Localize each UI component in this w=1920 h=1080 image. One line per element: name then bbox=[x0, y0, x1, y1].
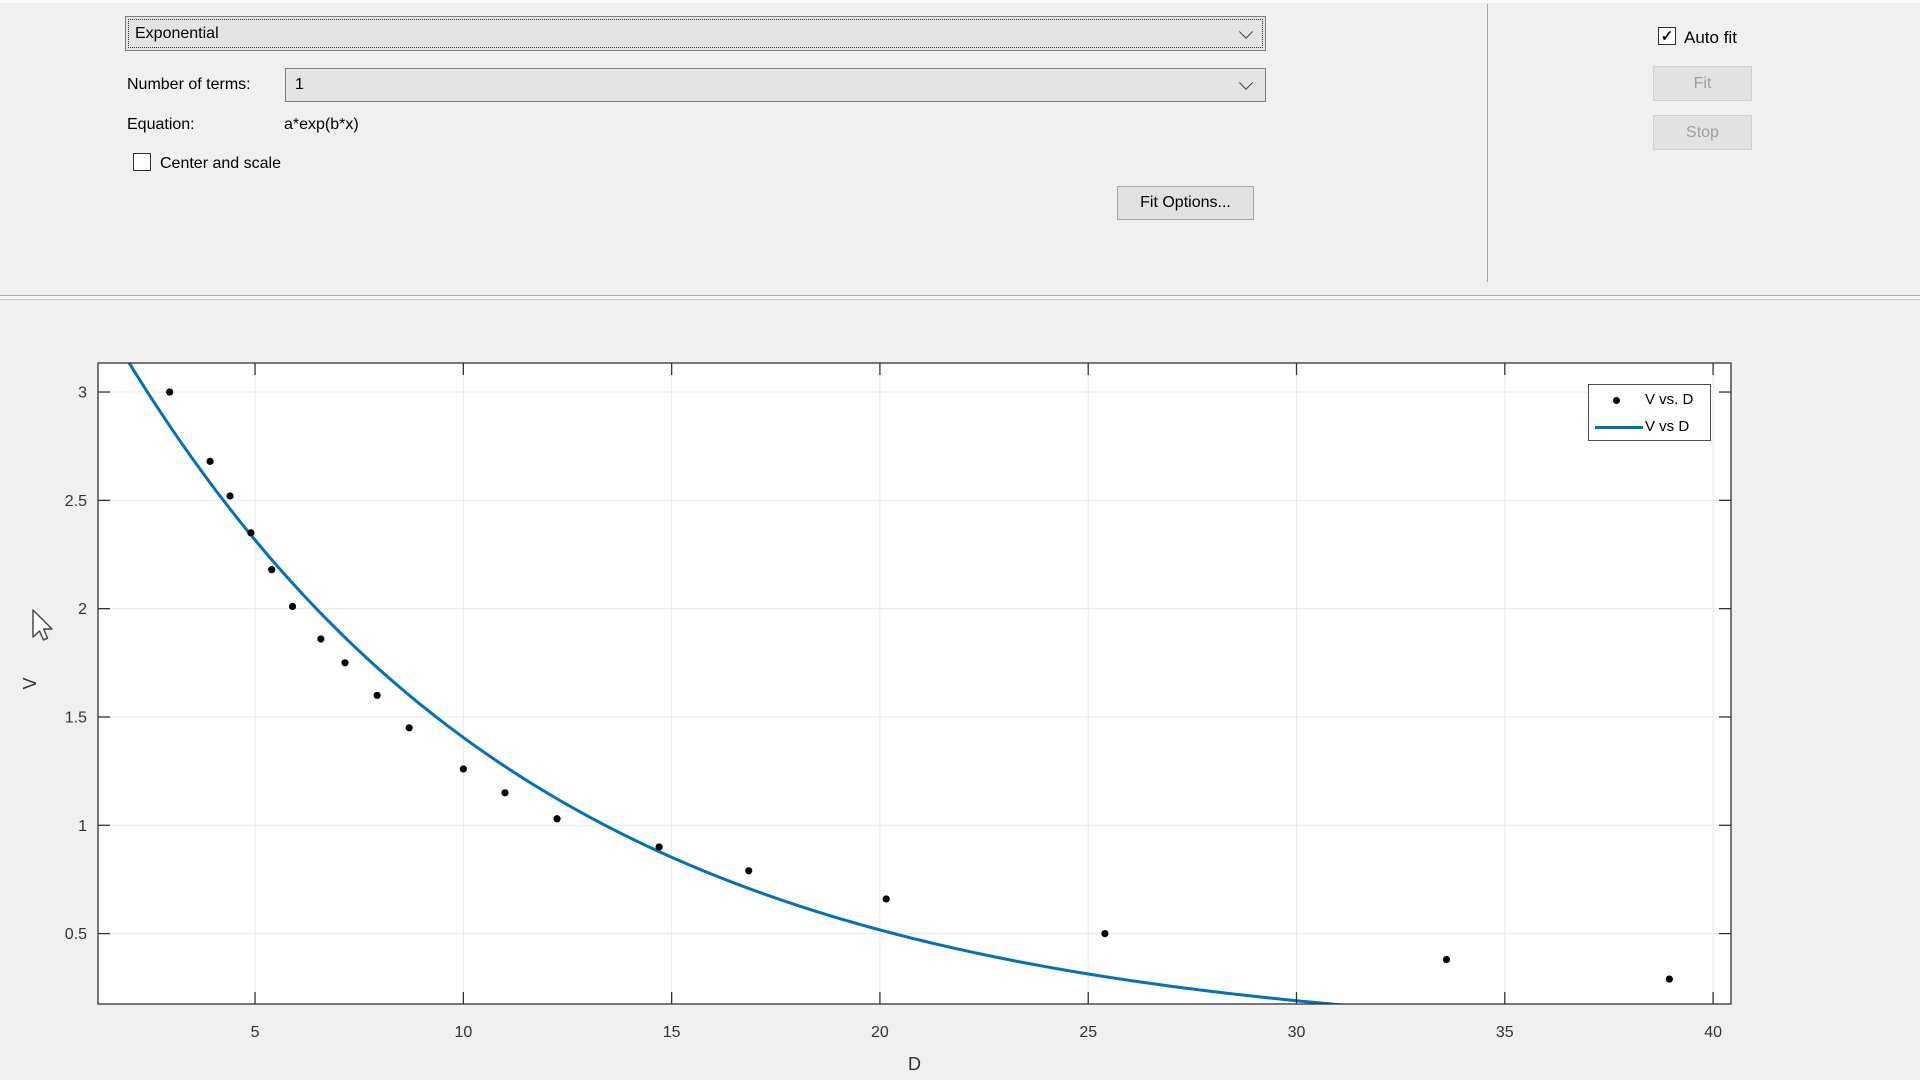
center-and-scale-checkbox[interactable] bbox=[133, 153, 151, 171]
fit-button[interactable]: Fit bbox=[1653, 66, 1752, 101]
plot-canvas: 5 10 15 20 25 30 35 40 0.5 1 1.5 2 2.5 3 D V bbox=[20, 362, 1732, 1074]
y-tick-label: 2 bbox=[78, 601, 87, 618]
y-tick-label: 2.5 bbox=[65, 493, 87, 510]
mouse-cursor-icon bbox=[32, 609, 53, 641]
data-point bbox=[405, 724, 413, 732]
panel-divider bbox=[1487, 4, 1488, 282]
data-point bbox=[166, 388, 174, 396]
chevron-down-icon bbox=[1238, 75, 1254, 90]
stop-button[interactable]: Stop bbox=[1653, 115, 1752, 150]
x-tick-label: 35 bbox=[1496, 1024, 1514, 1041]
x-axis-label: D bbox=[908, 1054, 921, 1074]
center-and-scale-label: Center and scale bbox=[160, 155, 281, 172]
fit-curve bbox=[127, 363, 1343, 1004]
data-point bbox=[553, 815, 561, 823]
window-top-edge bbox=[0, 0, 1920, 3]
y-tick-label: 1.5 bbox=[65, 709, 87, 726]
data-point bbox=[1101, 929, 1109, 938]
legend[interactable]: V vs. D V vs D bbox=[1588, 384, 1711, 441]
x-tick-label: 10 bbox=[454, 1024, 472, 1041]
fit-type-value: Exponential bbox=[135, 24, 219, 42]
data-point bbox=[882, 895, 890, 903]
x-tick-label: 5 bbox=[251, 1024, 260, 1041]
checkmark-icon: ✓ bbox=[1660, 27, 1674, 45]
data-point bbox=[655, 843, 663, 851]
equation-label: Equation: bbox=[127, 116, 195, 133]
fit-options-button[interactable]: Fit Options... bbox=[1117, 186, 1254, 220]
data-point bbox=[373, 691, 381, 699]
data-point bbox=[459, 765, 467, 773]
y-axis-label: V bbox=[20, 677, 40, 689]
axes-border bbox=[97, 362, 1732, 1005]
data-point bbox=[317, 635, 325, 643]
legend-item-data: V vs. D bbox=[1589, 385, 1710, 412]
data-point bbox=[206, 457, 214, 465]
x-tick-label: 15 bbox=[663, 1024, 681, 1041]
legend-line-marker-icon bbox=[1595, 426, 1643, 429]
data-point bbox=[226, 492, 234, 500]
equation-value: a*exp(b*x) bbox=[284, 116, 359, 133]
data-point bbox=[745, 867, 753, 875]
auto-fit-label: Auto fit bbox=[1684, 28, 1737, 47]
x-tick-label: 30 bbox=[1288, 1024, 1306, 1041]
fit-type-dropdown[interactable]: Exponential bbox=[125, 16, 1266, 51]
data-point bbox=[247, 529, 255, 537]
legend-item-fit: V vs D bbox=[1589, 412, 1710, 439]
data-point bbox=[1442, 955, 1451, 964]
panel-separator bbox=[0, 295, 1920, 300]
y-tick-label: 3 bbox=[78, 385, 87, 402]
y-tick-label: 1 bbox=[78, 818, 87, 835]
x-tick-label: 25 bbox=[1079, 1024, 1097, 1041]
number-of-terms-value: 1 bbox=[295, 76, 304, 93]
x-tick-label: 20 bbox=[871, 1024, 889, 1041]
plot-background[interactable] bbox=[98, 363, 1731, 1004]
y-tick-label: 0.5 bbox=[65, 926, 87, 943]
data-point bbox=[268, 566, 276, 574]
data-point bbox=[341, 659, 349, 667]
number-of-terms-dropdown[interactable]: 1 bbox=[285, 68, 1266, 102]
data-point bbox=[1665, 975, 1673, 983]
legend-dot-marker-icon bbox=[1613, 397, 1620, 404]
data-point bbox=[501, 789, 509, 797]
legend-label-data: V vs. D bbox=[1645, 391, 1694, 408]
chevron-down-icon bbox=[1238, 24, 1254, 39]
auto-fit-checkbox[interactable]: ✓ bbox=[1658, 27, 1676, 45]
legend-label-fit: V vs D bbox=[1645, 418, 1690, 435]
data-point bbox=[288, 602, 297, 611]
x-tick-label: 40 bbox=[1704, 1024, 1722, 1041]
number-of-terms-label: Number of terms: bbox=[127, 76, 251, 93]
